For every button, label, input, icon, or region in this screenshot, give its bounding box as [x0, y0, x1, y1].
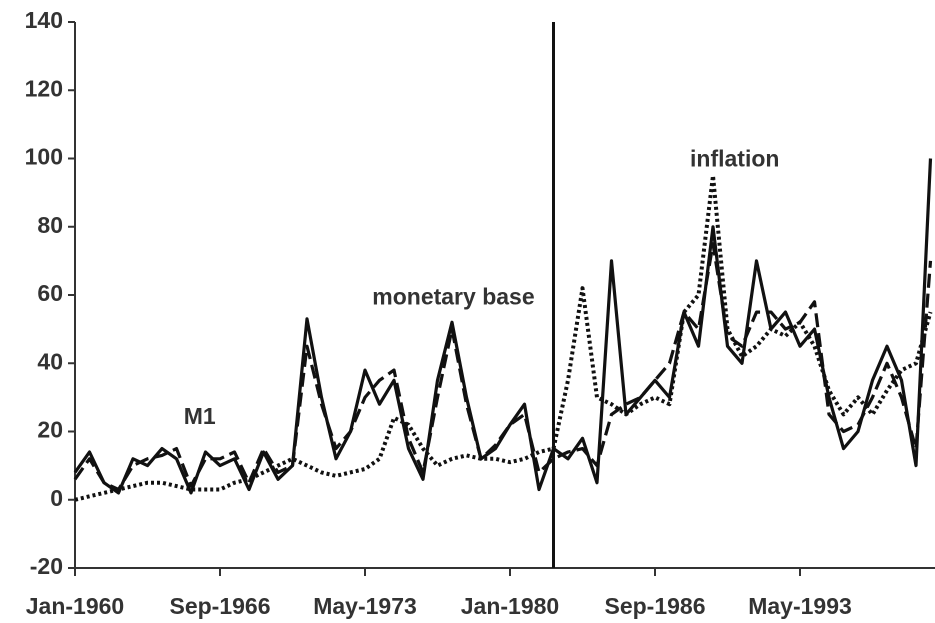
annotation: monetary base — [372, 283, 534, 309]
y-tick-label: 60 — [37, 280, 63, 306]
x-tick-label: Sep-1986 — [604, 593, 705, 619]
y-tick-label: 20 — [37, 417, 63, 443]
y-tick-label: 140 — [25, 7, 63, 33]
y-tick-label: 120 — [25, 75, 63, 101]
series-line — [74, 173, 933, 502]
x-tick-label: May-1973 — [313, 593, 417, 619]
y-tick-label: 100 — [25, 144, 63, 170]
y-tick-label: -20 — [30, 553, 63, 579]
y-tick-label: 80 — [37, 212, 63, 238]
x-tick-label: Jan-1980 — [461, 593, 559, 619]
y-tick-label: 0 — [50, 485, 63, 511]
x-tick-label: Jan-1960 — [26, 593, 124, 619]
series-line — [73, 158, 933, 495]
x-tick-label: Sep-1966 — [169, 593, 270, 619]
annotation: inflation — [690, 145, 779, 171]
annotation: M1 — [184, 403, 216, 429]
y-tick-label: 40 — [37, 348, 63, 374]
x-tick-label: May-1993 — [748, 593, 852, 619]
series-line — [73, 242, 933, 492]
